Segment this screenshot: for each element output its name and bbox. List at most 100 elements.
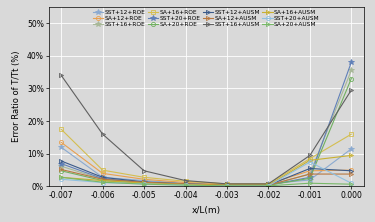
SST+20+ROE: [100, 177, 105, 180]
SST+16+AUSM: [59, 74, 63, 77]
SA+12+ROE: [308, 169, 312, 172]
Line: SST+16+AUSM: SST+16+AUSM: [59, 73, 353, 186]
SST+16+ROE: [266, 184, 271, 186]
SST+20+AUSM: [225, 184, 229, 187]
SST+20+ROE: [59, 162, 63, 165]
SA+12+ROE: [349, 169, 354, 171]
SA+20+AUSM: [183, 184, 188, 186]
SA+20+ROE: [142, 182, 146, 184]
SA+16+ROE: [183, 180, 188, 182]
SA+16+AUSM: [183, 183, 188, 186]
SST+16+AUSM: [142, 169, 146, 172]
SST+16+ROE: [59, 165, 63, 168]
SA+20+AUSM: [59, 176, 63, 179]
Line: SA+16+AUSM: SA+16+AUSM: [59, 153, 353, 187]
SA+20+ROE: [308, 177, 312, 180]
SA+16+AUSM: [349, 154, 354, 157]
SST+12+ROE: [308, 179, 312, 181]
SA+20+ROE: [266, 184, 271, 186]
SA+20+ROE: [225, 184, 229, 186]
SA+16+AUSM: [100, 179, 105, 182]
SA+20+ROE: [183, 183, 188, 186]
SA+12+AUSM: [266, 184, 271, 186]
SA+16+ROE: [349, 133, 354, 135]
SST+12+AUSM: [349, 169, 354, 172]
SA+16+AUSM: [225, 184, 229, 186]
SA+12+ROE: [142, 178, 146, 181]
SST+16+ROE: [142, 181, 146, 184]
SST+16+ROE: [225, 184, 229, 186]
Line: SST+12+AUSM: SST+12+AUSM: [59, 159, 353, 187]
SA+16+AUSM: [142, 182, 146, 184]
Line: SST+20+AUSM: SST+20+AUSM: [59, 160, 353, 188]
SA+12+ROE: [225, 182, 229, 185]
SST+20+AUSM: [100, 181, 105, 184]
SST+12+ROE: [266, 182, 271, 185]
SST+12+ROE: [59, 146, 63, 149]
SST+16+AUSM: [349, 89, 354, 91]
SST+20+AUSM: [59, 178, 63, 181]
SA+12+ROE: [59, 141, 63, 144]
SST+12+AUSM: [100, 176, 105, 179]
X-axis label: x/L(m): x/L(m): [192, 206, 221, 215]
SST+12+AUSM: [266, 184, 271, 186]
SA+16+ROE: [100, 169, 105, 171]
SA+16+AUSM: [59, 176, 63, 179]
SST+20+AUSM: [308, 161, 312, 163]
Y-axis label: Error Ratio of T/Tt (%): Error Ratio of T/Tt (%): [12, 51, 21, 142]
SA+20+AUSM: [225, 184, 229, 187]
SA+20+ROE: [100, 179, 105, 182]
SA+12+AUSM: [59, 168, 63, 171]
Legend: SST+12+ROE, SA+12+ROE, SST+16+ROE, SA+16+ROE, SST+20+ROE, SA+20+ROE, SST+12+AUSM: SST+12+ROE, SA+12+ROE, SST+16+ROE, SA+16…: [93, 10, 320, 27]
SST+12+ROE: [183, 182, 188, 184]
SA+16+ROE: [266, 182, 271, 185]
SA+12+AUSM: [225, 184, 229, 186]
Line: SA+12+AUSM: SA+12+AUSM: [59, 167, 353, 187]
SA+12+ROE: [183, 181, 188, 184]
SST+20+ROE: [266, 184, 271, 186]
SST+16+ROE: [100, 178, 105, 181]
SST+16+AUSM: [225, 182, 229, 185]
SST+20+ROE: [183, 183, 188, 186]
SA+12+AUSM: [349, 173, 354, 175]
Line: SST+16+ROE: SST+16+ROE: [58, 68, 354, 188]
SST+12+AUSM: [142, 180, 146, 183]
SST+12+AUSM: [183, 182, 188, 185]
SA+20+ROE: [59, 169, 63, 172]
SST+20+AUSM: [142, 182, 146, 185]
SST+16+AUSM: [100, 133, 105, 135]
SA+12+AUSM: [100, 178, 105, 181]
SST+20+ROE: [349, 61, 354, 63]
SST+16+ROE: [183, 183, 188, 186]
SST+16+AUSM: [308, 154, 312, 157]
SST+12+ROE: [349, 148, 354, 150]
SA+20+AUSM: [100, 181, 105, 184]
SA+16+ROE: [225, 182, 229, 185]
SA+20+AUSM: [142, 183, 146, 186]
Line: SA+16+ROE: SA+16+ROE: [59, 127, 353, 186]
SA+16+AUSM: [308, 159, 312, 162]
Line: SA+20+AUSM: SA+20+AUSM: [59, 175, 353, 188]
SST+16+AUSM: [266, 182, 271, 185]
SST+16+ROE: [308, 173, 312, 175]
SST+20+AUSM: [266, 184, 271, 187]
SA+20+ROE: [349, 77, 354, 80]
SST+20+AUSM: [349, 182, 354, 184]
SA+12+ROE: [100, 172, 105, 175]
SST+12+ROE: [142, 179, 146, 182]
SST+20+ROE: [308, 176, 312, 179]
SA+12+AUSM: [183, 182, 188, 185]
SST+12+ROE: [225, 182, 229, 185]
SST+20+ROE: [142, 181, 146, 184]
SA+12+ROE: [266, 182, 271, 185]
SST+20+ROE: [225, 184, 229, 186]
SA+16+AUSM: [266, 184, 271, 186]
SA+16+ROE: [142, 176, 146, 179]
SST+20+AUSM: [183, 184, 188, 186]
SST+12+AUSM: [225, 184, 229, 186]
SA+16+ROE: [59, 128, 63, 131]
SST+12+AUSM: [308, 167, 312, 170]
SST+16+AUSM: [183, 179, 188, 182]
Line: SA+12+ROE: SA+12+ROE: [59, 140, 353, 186]
SA+20+AUSM: [349, 183, 354, 186]
